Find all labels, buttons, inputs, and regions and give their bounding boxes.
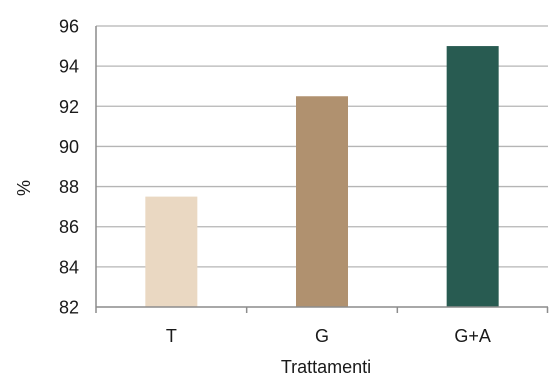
y-tick-label: 90 bbox=[59, 137, 79, 157]
bar-g bbox=[296, 96, 348, 307]
y-tick-label: 96 bbox=[59, 17, 79, 37]
axes bbox=[95, 26, 549, 313]
y-tick-label: 92 bbox=[59, 97, 79, 117]
bar-t bbox=[145, 196, 198, 307]
y-tick-label: 86 bbox=[59, 217, 79, 237]
x-axis-title: Trattamenti bbox=[281, 357, 371, 377]
y-tick-label: 82 bbox=[59, 298, 79, 318]
tick-labels: 82 84 86 88 90 92 94 96 T G G+A bbox=[59, 17, 491, 347]
y-axis-title: % bbox=[14, 180, 34, 196]
y-tick-label: 94 bbox=[59, 57, 79, 77]
x-tick-label: G bbox=[315, 326, 329, 346]
x-tick-label: G+A bbox=[454, 326, 491, 346]
bars bbox=[145, 46, 499, 307]
bar-g-a bbox=[446, 46, 499, 307]
x-tick-label: T bbox=[166, 326, 177, 346]
y-tick-label: 84 bbox=[59, 257, 79, 277]
y-tick-label: 88 bbox=[59, 177, 79, 197]
